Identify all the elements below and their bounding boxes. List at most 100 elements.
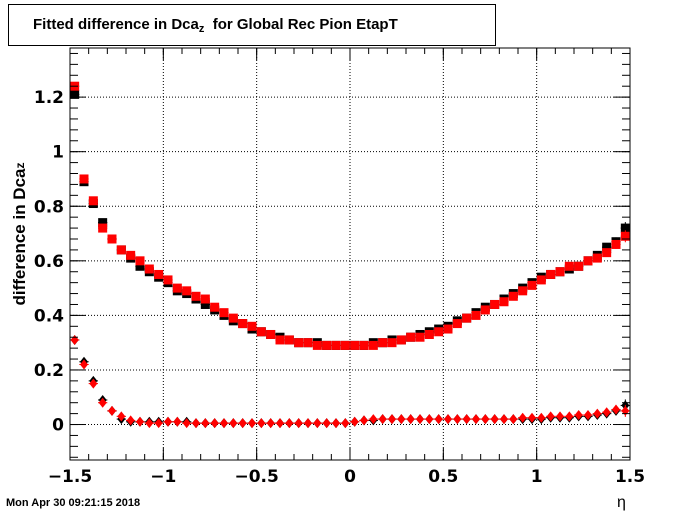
- data-point-diamond: [229, 418, 238, 429]
- data-point-square: [88, 196, 98, 206]
- data-point-diamond: [444, 414, 452, 425]
- data-point-diamond: [490, 414, 499, 425]
- data-point-diamond: [509, 414, 518, 425]
- title-box: Fitted difference in Dcaz for Global Rec…: [8, 4, 496, 46]
- data-point-diamond: [537, 412, 546, 423]
- data-point-square: [135, 261, 145, 271]
- data-point-square: [499, 297, 509, 307]
- x-tick-label: −1: [150, 467, 176, 487]
- data-point-square: [452, 319, 462, 329]
- ylabel-subscript: z: [13, 162, 27, 169]
- data-point-diamond: [238, 418, 247, 429]
- data-point-diamond: [313, 418, 322, 429]
- data-point-square: [135, 256, 145, 266]
- data-point-diamond: [257, 418, 266, 429]
- data-point-diamond: [341, 418, 350, 429]
- x-tick-label: −1.5: [48, 467, 92, 487]
- data-point-diamond: [220, 418, 228, 429]
- data-point-diamond: [154, 418, 163, 429]
- data-point-square: [219, 308, 229, 318]
- data-point-diamond: [164, 416, 172, 427]
- data-point-diamond: [210, 418, 219, 429]
- data-point-square: [70, 89, 80, 99]
- y-tick-label: 0.6: [34, 252, 64, 272]
- grid-lines: [70, 48, 630, 460]
- data-point-diamond: [556, 411, 564, 422]
- data-point-square: [107, 234, 117, 244]
- data-point-square: [378, 338, 388, 348]
- data-point-diamond: [285, 418, 294, 429]
- data-point-square: [592, 253, 602, 263]
- data-point-square: [406, 332, 416, 342]
- data-point-diamond: [89, 378, 98, 389]
- title-tail: for Global Rec Pion EtapT: [212, 16, 398, 33]
- tick-labels: −1.5 −1 −0.5 0 0.5 1 1.5 0 0.2 0.4 0.6 0.8 1 1.2: [34, 88, 645, 487]
- data-point-square: [359, 340, 369, 350]
- data-point-square: [555, 267, 565, 277]
- data-point-square: [238, 319, 248, 329]
- data-point-diamond: [350, 416, 359, 427]
- data-point-square: [200, 299, 210, 309]
- data-point-diamond: [462, 414, 471, 425]
- data-point-diamond: [406, 414, 415, 425]
- data-point-square: [611, 239, 621, 249]
- data-point-diamond: [378, 414, 387, 425]
- data-point-square: [602, 248, 612, 258]
- data-point-square: [303, 338, 313, 348]
- data-point-diamond: [472, 414, 480, 425]
- data-point-square: [98, 223, 108, 233]
- timestamp: Mon Apr 30 09:21:15 2018: [6, 497, 141, 509]
- data-point-square: [116, 245, 126, 255]
- y-tick-label: 0: [52, 416, 64, 436]
- data-point-square: [322, 340, 332, 350]
- data-point-square: [256, 327, 266, 337]
- data-point-square: [275, 335, 285, 345]
- data-point-diamond: [528, 412, 536, 423]
- data-point-diamond: [182, 418, 191, 429]
- data-point-diamond: [192, 418, 200, 429]
- data-point-square: [443, 324, 453, 334]
- data-point-diamond: [565, 411, 574, 422]
- x-tick-label: 1.5: [615, 467, 645, 487]
- data-point-square: [312, 340, 322, 350]
- data-point-diamond: [434, 414, 443, 425]
- data-point-diamond: [98, 397, 107, 408]
- data-point-square: [247, 321, 257, 331]
- data-point-square: [396, 335, 406, 345]
- y-axis-label: difference in Dcaz: [10, 162, 29, 306]
- data-point-square: [228, 313, 238, 323]
- axis-ticks: [69, 48, 631, 460]
- data-point-square: [163, 275, 173, 285]
- data-point-diamond: [481, 414, 490, 425]
- x-tick-label: 0: [344, 467, 356, 487]
- x-tick-label: 1: [531, 467, 543, 487]
- data-point-diamond: [266, 418, 275, 429]
- data-point-square: [126, 250, 136, 260]
- data-point-square: [154, 269, 164, 279]
- data-point-square: [182, 286, 192, 296]
- data-point-square: [564, 261, 574, 271]
- data-point-diamond: [117, 411, 126, 422]
- data-point-diamond: [276, 418, 284, 429]
- x-tick-label: 0.5: [428, 467, 458, 487]
- data-point-diamond: [546, 411, 555, 422]
- data-point-diamond: [593, 408, 602, 419]
- y-tick-label: 0.8: [34, 197, 64, 217]
- series-3: [70, 334, 630, 429]
- data-point-square: [387, 338, 397, 348]
- data-point-square: [602, 242, 612, 252]
- data-point-square: [480, 305, 490, 315]
- data-point-square: [583, 256, 593, 266]
- chart-title: Fitted difference in Dcaz for Global Rec…: [33, 16, 398, 35]
- data-point-diamond: [108, 405, 116, 416]
- data-point-square: [191, 291, 201, 301]
- data-point-diamond: [518, 412, 527, 423]
- data-point-square: [331, 340, 341, 350]
- series-1: [70, 81, 630, 350]
- data-point-diamond: [500, 414, 508, 425]
- data-point-square: [210, 302, 220, 312]
- data-point-diamond: [369, 414, 378, 425]
- data-point-diamond: [294, 418, 303, 429]
